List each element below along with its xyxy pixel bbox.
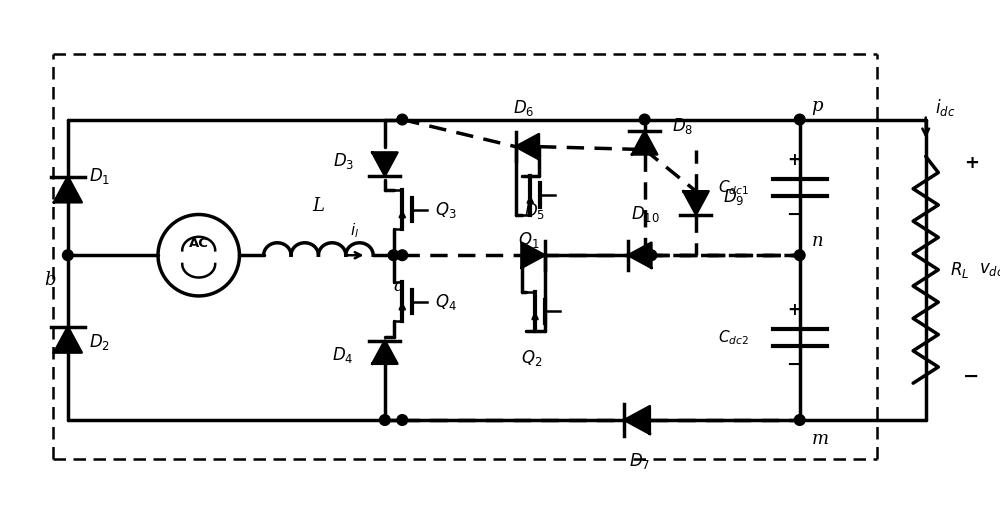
Text: +: +: [787, 301, 801, 320]
Text: $C_{dc1}$: $C_{dc1}$: [718, 178, 749, 197]
Polygon shape: [372, 152, 397, 176]
Text: $i_{dc}$: $i_{dc}$: [935, 98, 956, 119]
Text: $D_7$: $D_7$: [629, 451, 650, 471]
Text: $Q_2$: $Q_2$: [521, 348, 542, 368]
Text: $D_5$: $D_5$: [524, 201, 546, 222]
Circle shape: [397, 114, 408, 125]
Text: $i_l$: $i_l$: [350, 221, 359, 240]
Text: $C_{dc2}$: $C_{dc2}$: [718, 328, 749, 347]
Circle shape: [639, 114, 650, 125]
Text: $Q_1$: $Q_1$: [518, 230, 539, 250]
Circle shape: [397, 250, 408, 260]
Polygon shape: [54, 177, 82, 202]
Circle shape: [646, 250, 657, 260]
Text: $v_{dc}$: $v_{dc}$: [979, 261, 1000, 278]
Text: $D_4$: $D_4$: [332, 345, 354, 365]
Polygon shape: [516, 134, 539, 159]
Text: +: +: [787, 151, 801, 169]
Circle shape: [397, 415, 408, 425]
Text: −: −: [786, 356, 801, 374]
Polygon shape: [624, 406, 650, 434]
Text: −: −: [963, 367, 979, 386]
Text: $D_6$: $D_6$: [513, 98, 534, 118]
Text: AC: AC: [189, 237, 209, 250]
Text: $Q_4$: $Q_4$: [435, 292, 457, 312]
Circle shape: [794, 415, 805, 425]
Polygon shape: [54, 327, 82, 353]
Circle shape: [388, 250, 399, 260]
Circle shape: [794, 250, 805, 260]
Text: $D_9$: $D_9$: [723, 187, 745, 207]
Text: m: m: [811, 429, 828, 448]
Polygon shape: [683, 191, 709, 215]
Text: +: +: [964, 154, 979, 172]
Circle shape: [63, 250, 73, 260]
Text: $R_L$: $R_L$: [950, 260, 969, 280]
Text: −: −: [786, 205, 801, 224]
Text: $D_3$: $D_3$: [333, 151, 354, 171]
Text: $D_{10}$: $D_{10}$: [631, 204, 660, 224]
Text: n: n: [811, 233, 823, 250]
Circle shape: [794, 114, 805, 125]
Text: a: a: [393, 277, 404, 295]
Text: $D_1$: $D_1$: [89, 166, 110, 186]
Text: $D_2$: $D_2$: [89, 332, 110, 352]
Polygon shape: [522, 243, 545, 268]
Polygon shape: [628, 243, 651, 268]
Polygon shape: [372, 341, 397, 364]
Circle shape: [379, 415, 390, 425]
Text: p: p: [811, 97, 823, 114]
Text: $D_8$: $D_8$: [672, 117, 693, 136]
Polygon shape: [632, 131, 657, 154]
Text: $Q_3$: $Q_3$: [435, 200, 457, 219]
Text: L: L: [312, 196, 324, 215]
Text: b: b: [44, 271, 55, 289]
